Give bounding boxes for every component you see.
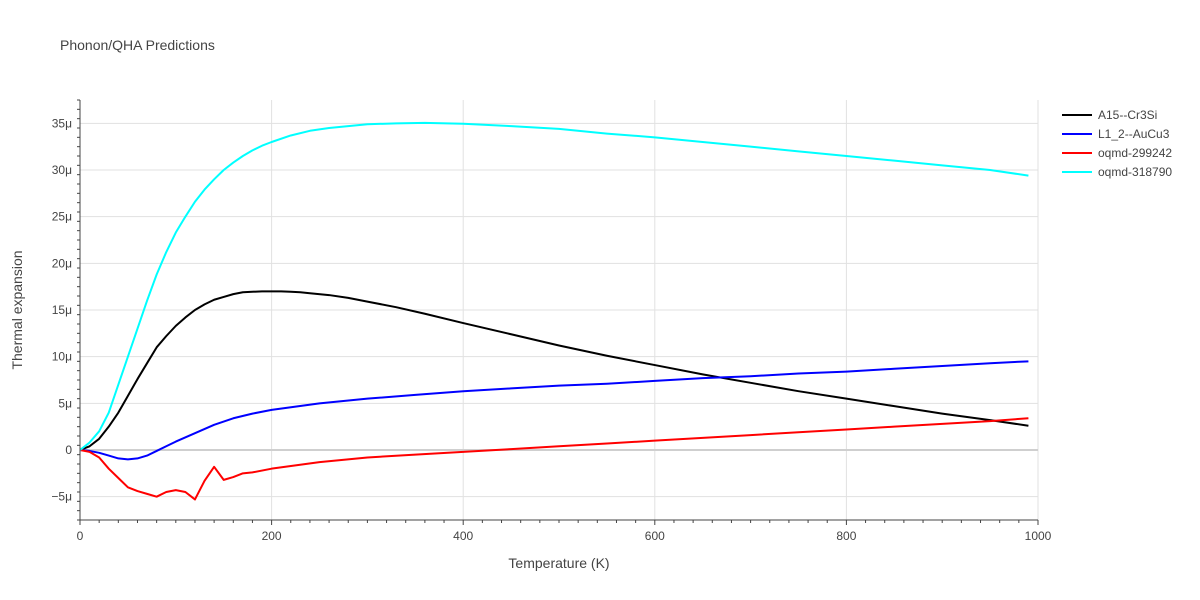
legend-label[interactable]: A15--Cr3Si	[1098, 108, 1157, 122]
grid	[80, 100, 1039, 520]
x-tick-label: 800	[836, 529, 856, 543]
series-line-oqmd-318790	[80, 121, 1029, 451]
axes	[77, 99, 1039, 525]
plot-series	[80, 121, 1029, 501]
x-tick-label: 1000	[1025, 529, 1052, 543]
x-tick-label: 200	[262, 529, 282, 543]
y-tick-label: 25μ	[52, 210, 72, 224]
y-axis-label: Thermal expansion	[9, 250, 25, 369]
x-tick-label: 0	[77, 529, 84, 543]
legend-label[interactable]: oqmd-318790	[1098, 165, 1172, 179]
series-line-oqmd-299242	[80, 417, 1029, 501]
x-tick-label: 400	[453, 529, 473, 543]
y-axis-ticks: −5μ 0 5μ 10μ 15μ 20μ 25μ 30μ 35μ	[51, 116, 72, 503]
y-tick-label: 30μ	[52, 163, 72, 177]
x-axis-ticks: 0 200 400 600 800 1000	[77, 529, 1052, 543]
legend-label[interactable]: oqmd-299242	[1098, 146, 1172, 160]
y-tick-label: −5μ	[51, 490, 72, 504]
y-tick-label: 15μ	[52, 303, 72, 317]
y-tick-label: 20μ	[52, 256, 72, 270]
y-tick-label: 10μ	[52, 350, 72, 364]
y-tick-label: 5μ	[58, 396, 72, 410]
x-tick-label: 600	[645, 529, 665, 543]
series-line-A15--Cr3Si	[80, 290, 1029, 451]
legend-label[interactable]: L1_2--AuCu3	[1098, 127, 1170, 141]
chart-title: Phonon/QHA Predictions	[60, 37, 215, 53]
series-line-L1_2--AuCu3	[80, 360, 1029, 461]
x-axis-label: Temperature (K)	[508, 555, 609, 571]
y-tick-label: 35μ	[52, 116, 72, 130]
y-tick-label: 0	[65, 443, 72, 457]
legend: A15--Cr3Si L1_2--AuCu3 oqmd-299242 oqmd-318…	[1062, 108, 1172, 179]
